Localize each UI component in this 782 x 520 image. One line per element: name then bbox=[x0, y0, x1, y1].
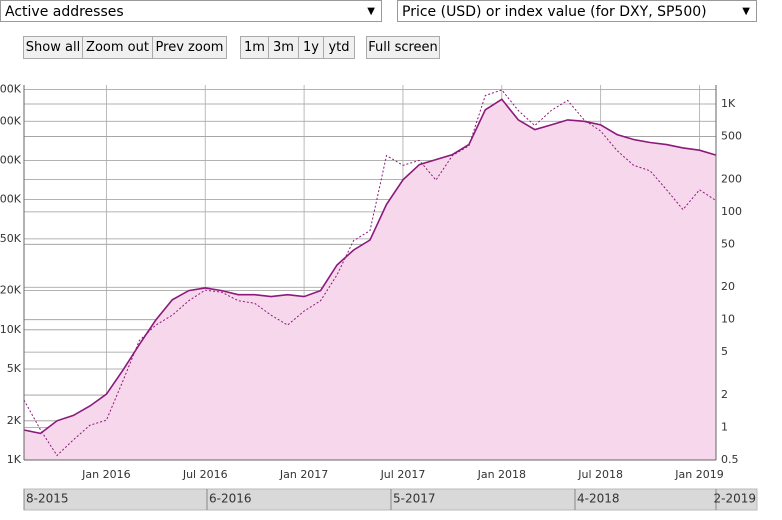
x-tick-label: Jul 2016 bbox=[182, 468, 228, 481]
y2-tick-label: 50 bbox=[721, 237, 735, 250]
dropdown-arrow: ▼ bbox=[367, 6, 375, 17]
line-layer bbox=[23, 89, 717, 457]
y-tick-label: 2K bbox=[7, 414, 22, 427]
y-tick-label: 5K bbox=[7, 362, 22, 375]
y-tick-label: 20K bbox=[0, 284, 22, 297]
navigator-label: 5-2017 bbox=[393, 492, 436, 506]
y-tick-label: 400K bbox=[0, 114, 22, 127]
button[interactable]: Zoom out bbox=[82, 36, 153, 59]
x-tick-label: Jan 2019 bbox=[674, 468, 723, 481]
y2-tick-label: 0.5 bbox=[721, 453, 739, 466]
area bbox=[24, 99, 716, 461]
line bbox=[23, 98, 717, 435]
button[interactable]: Prev zoom bbox=[152, 36, 227, 59]
y2-tick-label: 1 bbox=[721, 421, 728, 434]
navigator-label: 8-2015 bbox=[26, 492, 69, 506]
button[interactable]: 3m bbox=[268, 36, 299, 59]
x-tick-label: Jan 2016 bbox=[81, 468, 130, 481]
button[interactable]: 1m bbox=[240, 36, 269, 59]
metric-select[interactable]: Active addresses ▼ bbox=[0, 0, 382, 22]
y2-tick-label: 100 bbox=[721, 205, 742, 218]
y2-tick-label: 20 bbox=[721, 280, 735, 293]
y2-tick-label: 200 bbox=[721, 172, 742, 185]
y-tick-label: 1K bbox=[7, 453, 22, 466]
navigator-label: 2-2019 bbox=[713, 492, 756, 506]
y2-tick-label: 500 bbox=[721, 129, 742, 142]
y2-tick-label: 1K bbox=[721, 97, 736, 110]
metric-select-label: Active addresses bbox=[5, 4, 124, 20]
y-tick-label: 10K bbox=[0, 323, 22, 336]
button[interactable]: Show all bbox=[23, 36, 83, 59]
x-tick-label: Jul 2017 bbox=[380, 468, 426, 481]
x-tick-label: Jan 2017 bbox=[279, 468, 328, 481]
button[interactable]: ytd bbox=[323, 36, 355, 59]
navigator-label: 4-2018 bbox=[577, 492, 620, 506]
y2-tick-label: 5 bbox=[721, 345, 728, 358]
y2-tick-label: 2 bbox=[721, 388, 728, 401]
x-tick-label: Jul 2018 bbox=[577, 468, 623, 481]
y2-tick-label: 10 bbox=[721, 313, 735, 326]
button[interactable]: Full screen bbox=[366, 36, 440, 59]
dropdown-arrow: ▼ bbox=[742, 6, 750, 17]
grid bbox=[24, 85, 716, 461]
y-tick-label: 50K bbox=[0, 232, 22, 245]
button[interactable]: 1y bbox=[298, 36, 324, 59]
x-tick-label: Jan 2018 bbox=[477, 468, 526, 481]
comparison-select[interactable]: Price (USD) or index value (for DXY, SP5… bbox=[397, 0, 757, 22]
y-tick-label: 100K bbox=[0, 193, 22, 206]
navigator bbox=[23, 488, 758, 511]
comparison-select-label: Price (USD) or index value (for DXY, SP5… bbox=[402, 4, 707, 20]
line bbox=[23, 89, 717, 457]
y-tick-label: 200K bbox=[0, 153, 22, 166]
y-tick-label: 700K bbox=[0, 83, 22, 96]
axes: 1K 2K 5K 10K 20K 50K 100K 200K 400K 700K 0.5 1 2 5 10 2… bbox=[0, 83, 742, 481]
navigator-label: 6-2016 bbox=[209, 492, 252, 506]
area-layer bbox=[24, 99, 716, 461]
